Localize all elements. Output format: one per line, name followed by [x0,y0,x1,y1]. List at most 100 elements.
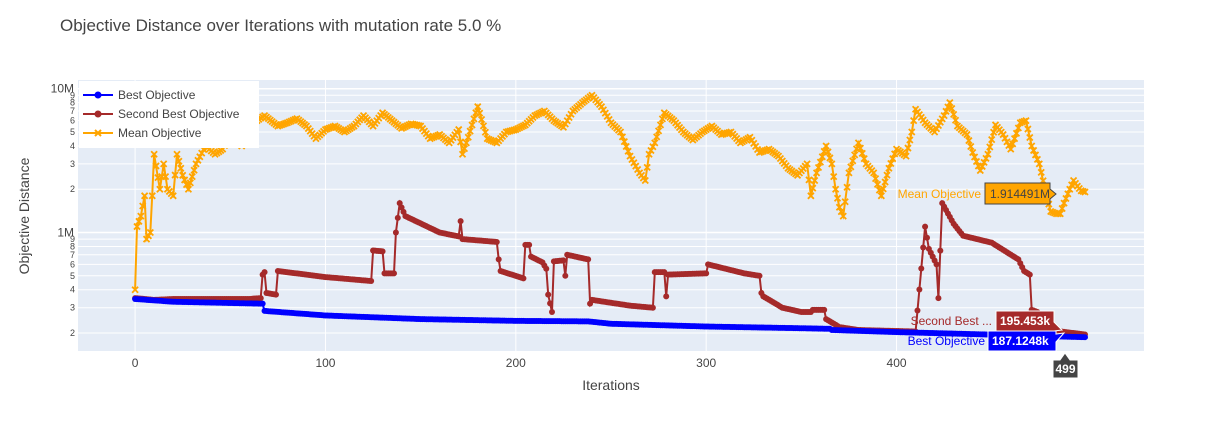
data-point [841,198,849,206]
data-point [146,228,154,237]
data-point [643,163,651,172]
data-point [455,125,463,134]
data-point [946,99,954,107]
data-point [585,256,592,263]
data-point [877,192,885,200]
data-point [986,143,994,151]
data-point [756,272,763,279]
legend-marker-best [94,91,102,99]
data-point [663,293,670,300]
data-point [1026,271,1033,278]
data-point [1054,210,1062,218]
data-point [906,136,914,144]
data-point [140,192,149,200]
data-point [814,163,823,172]
grid [78,80,1144,351]
data-point [1081,188,1089,196]
data-point [194,156,202,164]
data-point [816,158,825,166]
data-point [887,159,895,168]
data-point [1026,133,1034,142]
data-point [1033,155,1042,164]
x-axis-title: Iterations [582,377,640,393]
data-point [620,138,628,146]
data-point [493,238,500,245]
y-tick-label: 10M [51,82,74,96]
data-point [649,304,656,311]
data-point [916,286,923,293]
data-point [818,153,826,161]
data-point [188,172,196,181]
legend-item-mean[interactable]: Mean Objective [83,126,202,140]
data-point [616,128,625,136]
data-point [881,178,889,186]
data-point [967,142,975,151]
data-point [477,115,486,124]
hover-x-box [1052,352,1079,379]
legend-item-best[interactable]: Best Objective [83,88,196,102]
data-point [618,133,627,141]
data-point [135,217,143,225]
data-point [822,142,830,150]
data-point [812,169,821,177]
data-point [456,138,465,146]
data-point [843,183,851,191]
data-point [152,162,160,170]
data-point [1031,151,1040,159]
hover-mean-box [984,182,1057,205]
data-point [1066,185,1074,193]
data-point [1009,140,1017,148]
y-tick-label-minor: 4 [70,141,75,151]
data-point [982,154,990,162]
hover-best: Best Objective 187.1248k [908,330,1066,352]
data-point [1014,124,1022,132]
data-point [457,218,464,225]
data-point [560,257,567,264]
data-point [969,148,977,157]
data-point [856,144,865,152]
data-point [978,162,986,171]
data-point [1068,181,1076,189]
data-point [826,154,834,162]
data-point [904,144,912,152]
legend[interactable]: Best Objective Second Best Objective Mea… [79,81,259,148]
legend-item-second[interactable]: Second Best Objective [83,107,240,121]
data-point [133,222,141,231]
data-point [645,150,653,158]
data-point [462,139,470,147]
y-tick-label: 1M [57,226,74,240]
data-point [837,208,845,216]
modebar[interactable] [1000,0,1200,6]
data-point [889,155,897,163]
data-point [651,139,659,147]
data-point [481,128,490,136]
y-tick-label-minor: 7 [70,250,75,260]
data-point [1079,187,1087,196]
data-point [984,150,992,158]
x-axis-ticks: 0 100 200 300 400 [132,356,907,370]
data-point [1001,134,1009,142]
legend-marker-second [94,110,102,118]
data-point [879,185,887,193]
data-point [1064,190,1072,198]
data-point [922,223,929,230]
y-tick-label-minor: 6 [70,259,75,269]
data-point [1058,204,1066,213]
data-point [871,174,880,183]
data-point [160,160,168,168]
y-tick-label-minor: 6 [70,116,75,126]
data-point [845,169,853,177]
data-point [870,169,878,177]
y-tick-label-minor: 2 [70,184,75,194]
hover-best-name: Best Objective [908,334,986,348]
data-point [622,142,630,151]
data-point [873,180,882,188]
y-tick-label-minor: 3 [70,303,75,313]
data-point [1035,160,1043,168]
x-tick-label: 400 [887,356,907,370]
data-point [547,300,554,307]
data-point [830,172,838,181]
x-tick-label: 200 [506,356,526,370]
data-point [951,116,960,124]
data-point [1060,199,1068,207]
